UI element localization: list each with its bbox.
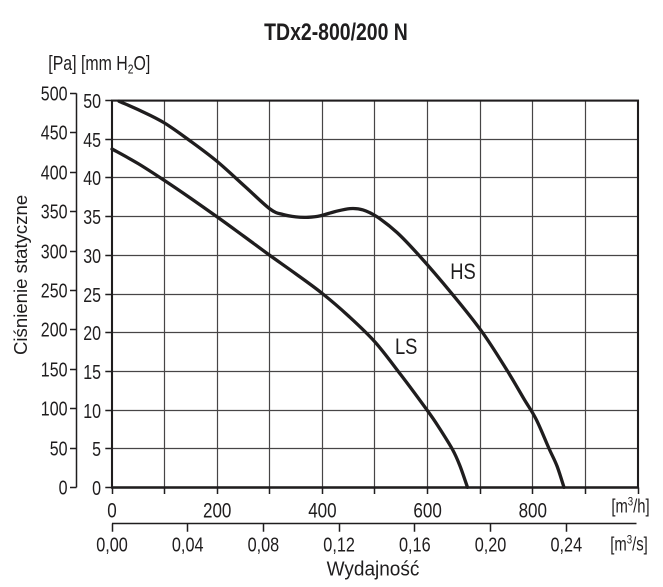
- svg-text:200: 200: [203, 500, 231, 523]
- svg-text:0: 0: [107, 500, 116, 523]
- svg-text:50: 50: [50, 438, 68, 460]
- svg-text:400: 400: [41, 162, 68, 184]
- svg-text:250: 250: [41, 280, 68, 302]
- svg-text:25: 25: [83, 284, 101, 306]
- svg-text:20: 20: [83, 322, 101, 344]
- svg-text:150: 150: [41, 359, 68, 381]
- svg-text:800: 800: [519, 500, 547, 523]
- svg-text:0,20: 0,20: [475, 533, 507, 556]
- svg-text:0: 0: [59, 477, 68, 499]
- svg-text:450: 450: [41, 122, 68, 144]
- svg-text:[m3/s]: [m3/s]: [610, 534, 647, 555]
- svg-text:50: 50: [83, 90, 101, 112]
- svg-text:LS: LS: [395, 335, 417, 359]
- svg-text:350: 350: [41, 201, 68, 223]
- svg-text:0,12: 0,12: [323, 533, 355, 556]
- svg-text:Ciśnienie statyczne: Ciśnienie statyczne: [10, 195, 31, 355]
- svg-text:10: 10: [83, 400, 101, 422]
- svg-text:[m3/h]: [m3/h]: [611, 496, 649, 517]
- svg-text:35: 35: [83, 206, 101, 228]
- svg-text:HS: HS: [450, 260, 476, 284]
- svg-text:5: 5: [92, 438, 101, 460]
- svg-text:0: 0: [92, 477, 101, 499]
- svg-text:45: 45: [83, 129, 101, 151]
- svg-text:0,16: 0,16: [399, 533, 431, 556]
- svg-text:400: 400: [308, 500, 336, 523]
- svg-text:100: 100: [41, 398, 68, 420]
- svg-text:TDx2-800/200 N: TDx2-800/200 N: [264, 18, 408, 45]
- svg-text:[Pa] [mm H2O]: [Pa] [mm H2O]: [48, 52, 150, 76]
- svg-text:500: 500: [41, 83, 68, 105]
- svg-text:Wydajność: Wydajność: [327, 558, 420, 581]
- svg-text:0,00: 0,00: [96, 533, 128, 556]
- svg-text:300: 300: [41, 241, 68, 263]
- svg-text:0,04: 0,04: [172, 533, 204, 556]
- svg-text:15: 15: [83, 361, 101, 383]
- svg-text:0,24: 0,24: [551, 533, 583, 556]
- svg-text:40: 40: [83, 167, 101, 189]
- svg-text:600: 600: [413, 500, 441, 523]
- svg-text:0,08: 0,08: [248, 533, 280, 556]
- svg-text:200: 200: [41, 319, 68, 341]
- svg-text:30: 30: [83, 245, 101, 267]
